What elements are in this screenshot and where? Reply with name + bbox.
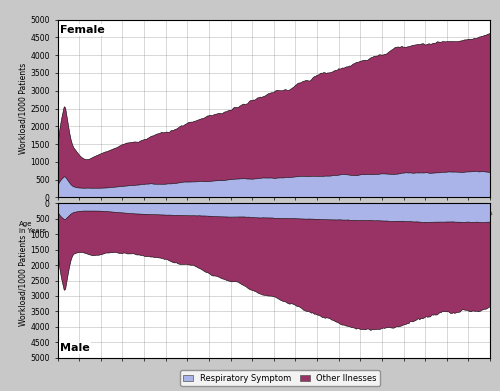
- Text: 36: 36: [248, 210, 256, 219]
- Text: 32: 32: [226, 210, 235, 219]
- Text: 24: 24: [182, 210, 192, 219]
- Text: 68: 68: [420, 210, 430, 219]
- Text: 16: 16: [140, 210, 148, 219]
- Y-axis label: Workload/1000 Patients: Workload/1000 Patients: [18, 235, 28, 326]
- Text: 48: 48: [312, 210, 322, 219]
- Text: 56: 56: [356, 210, 365, 219]
- Legend: Respiratory Symptom, Other Ilnesses: Respiratory Symptom, Other Ilnesses: [180, 370, 380, 386]
- Y-axis label: Workload/1000 Patients: Workload/1000 Patients: [18, 63, 28, 154]
- Text: Female: Female: [60, 25, 104, 35]
- Text: 80: 80: [486, 210, 494, 219]
- Text: Male: Male: [60, 343, 90, 353]
- Text: 12: 12: [118, 210, 127, 219]
- Text: 28: 28: [204, 210, 214, 219]
- Text: 72: 72: [442, 210, 452, 219]
- Text: 0: 0: [58, 206, 62, 212]
- Text: 44: 44: [291, 210, 300, 219]
- Text: 60: 60: [378, 210, 386, 219]
- Text: 08: 08: [96, 210, 106, 219]
- Text: 76: 76: [464, 210, 473, 219]
- Text: 64: 64: [399, 210, 408, 219]
- Text: Age
in Years: Age in Years: [18, 221, 46, 233]
- Text: 20: 20: [161, 210, 170, 219]
- Text: 04: 04: [74, 210, 84, 219]
- Text: 52: 52: [334, 210, 343, 219]
- Text: 40: 40: [269, 210, 278, 219]
